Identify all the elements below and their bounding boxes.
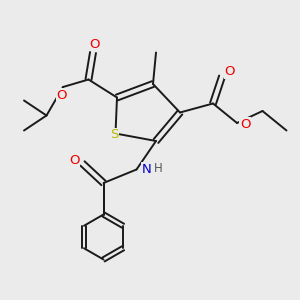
Text: O: O bbox=[240, 118, 251, 131]
Text: O: O bbox=[56, 89, 67, 102]
Text: H: H bbox=[154, 162, 163, 176]
Text: S: S bbox=[110, 128, 118, 142]
Text: N: N bbox=[142, 163, 152, 176]
Text: O: O bbox=[224, 65, 235, 79]
Text: O: O bbox=[89, 38, 100, 51]
Text: O: O bbox=[69, 154, 79, 167]
